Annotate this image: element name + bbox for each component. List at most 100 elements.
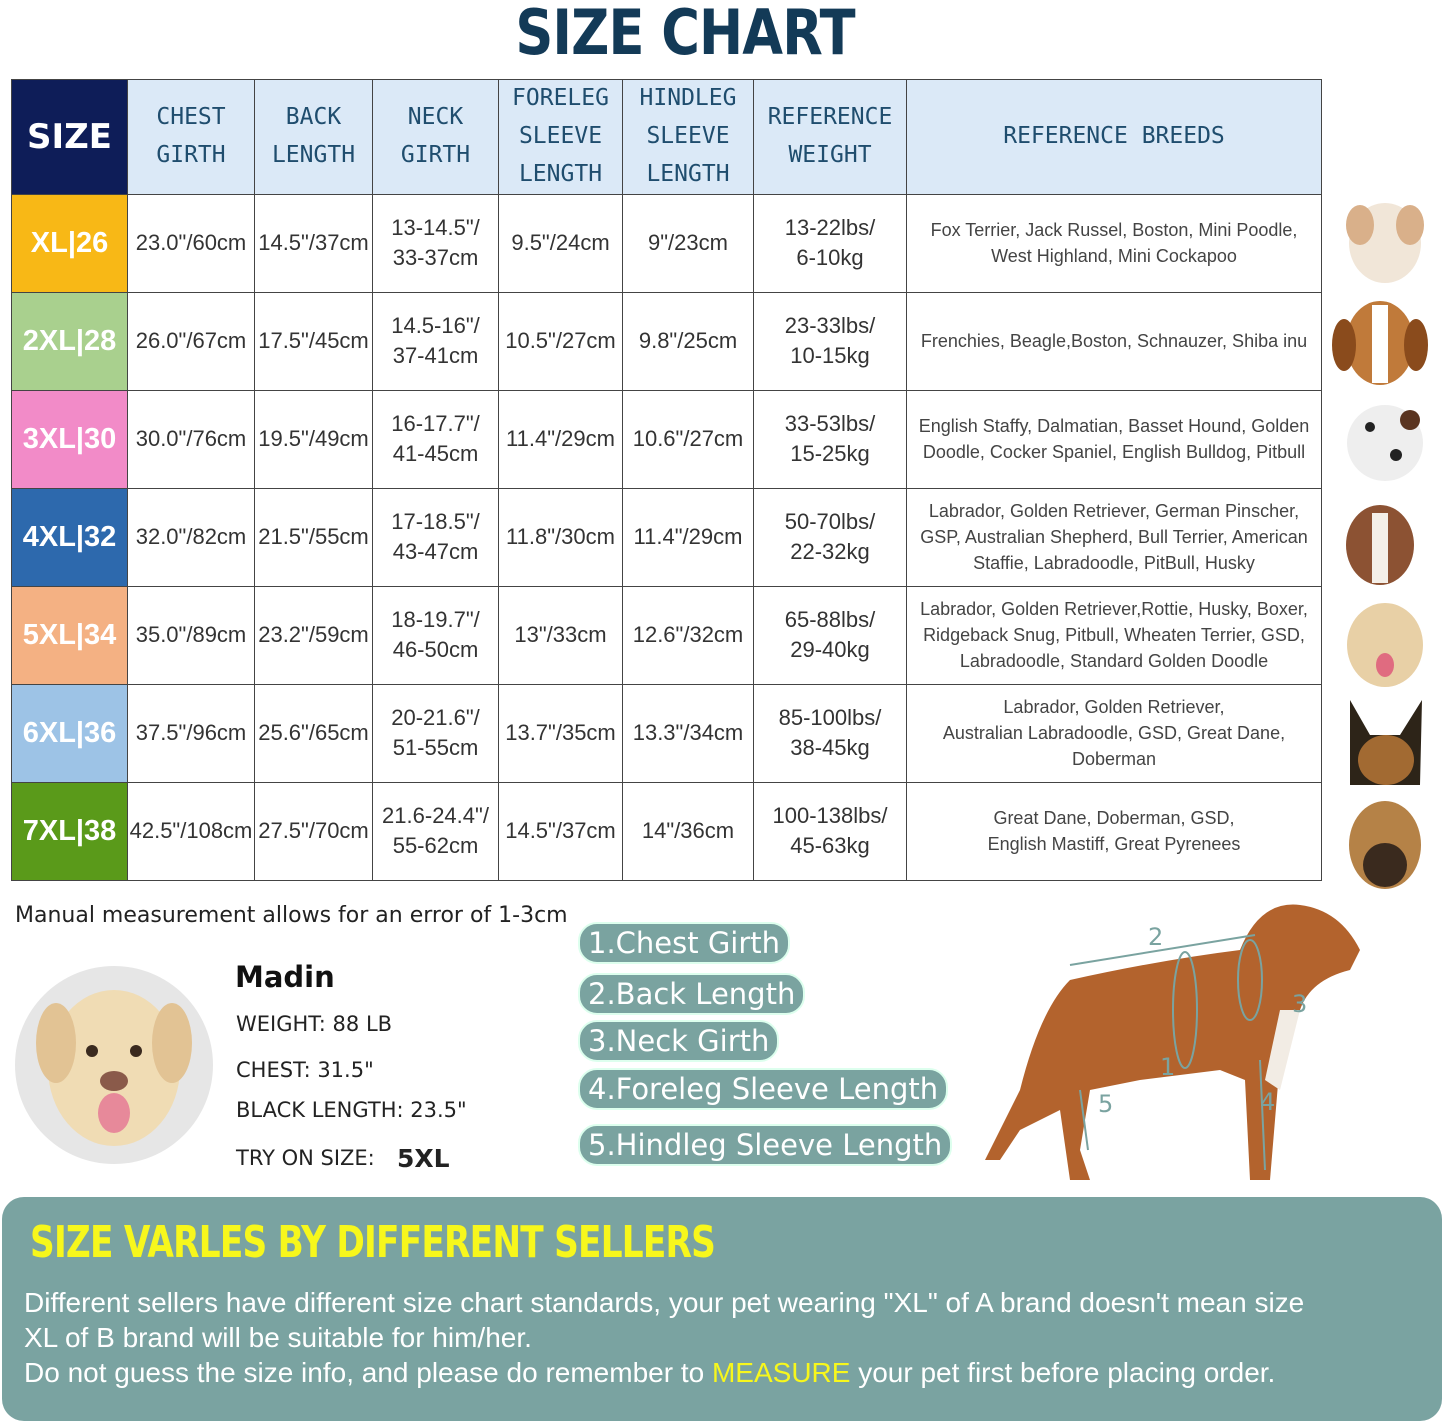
size-cell: 3XL|30 — [11, 389, 128, 489]
table-cell: 50-70lbs/ 22-32kg — [753, 487, 907, 587]
table-cell: 42.5"/108cm — [127, 781, 255, 881]
table-row: 5XL|34 35.0"/89cm 23.2"/59cm 18-19.7"/ 46-5… — [11, 585, 1322, 685]
table-row: XL|26 23.0"/60cm 14.5"/37cm 13-14.5"/ 33-37… — [11, 193, 1322, 293]
table-cell: 13.3"/34cm — [622, 683, 754, 783]
banner — [2, 1197, 1442, 1421]
example-name: Madin — [235, 960, 335, 994]
legend-item: 2.Back Length — [578, 973, 806, 1015]
size-cell: 4XL|32 — [11, 487, 128, 587]
table-cell: Labrador, Golden Retriever, German Pinsc… — [906, 487, 1322, 587]
table-cell: Labrador, Golden Retriever, Australian L… — [906, 683, 1322, 783]
banner-text-3: your pet first before placing order. — [850, 1357, 1276, 1388]
legend-item: 4.Foreleg Sleeve Length — [578, 1068, 949, 1110]
example-chest: CHEST: 31.5" — [236, 1058, 374, 1082]
diagram-label: 3 — [1292, 990, 1307, 1018]
dog-face — [1346, 203, 1424, 283]
table-cell: 14.5-16"/ 37-41cm — [372, 291, 499, 391]
table-cell: 13-22lbs/ 6-10kg — [753, 193, 907, 293]
diagram-label: 5 — [1098, 1090, 1113, 1118]
header-cell: SIZE — [11, 79, 128, 195]
example-length: BLACK LENGTH: 23.5" — [236, 1098, 467, 1122]
table-cell: 32.0"/82cm — [127, 487, 255, 587]
size-cell: 2XL|28 — [11, 291, 128, 391]
dog-face — [1332, 301, 1428, 385]
table-cell: 14"/36cm — [622, 781, 754, 881]
table-cell: 11.4"/29cm — [498, 389, 623, 489]
header-cell: CHEST GIRTH — [127, 79, 255, 195]
table-cell: Frenchies, Beagle,Boston, Schnauzer, Shi… — [906, 291, 1322, 391]
dog-face — [1347, 603, 1423, 687]
table-cell: 65-88lbs/ 29-40kg — [753, 585, 907, 685]
table-row: 6XL|36 37.5"/96cm 25.6"/65cm 20-21.6"/ 51-5… — [11, 683, 1322, 783]
title: SIZE CHART — [515, 0, 855, 69]
table-cell: 9.5"/24cm — [498, 193, 623, 293]
table-row: 7XL|38 42.5"/108cm 27.5"/70cm 21.6-24.4"/ 5… — [11, 781, 1322, 881]
table-cell: 16-17.7"/ 41-45cm — [372, 389, 499, 489]
header-cell: HINDLEG SLEEVE LENGTH — [622, 79, 754, 195]
table-cell: 12.6"/32cm — [622, 585, 754, 685]
diagram-label: 2 — [1148, 923, 1163, 951]
header-row: SIZE CHEST GIRTH BACK LENGTH NECK GIRTH FORE… — [11, 79, 1322, 195]
table-cell: 13-14.5"/ 33-37cm — [372, 193, 499, 293]
banner-title: SIZE VARLES BY DIFFERENT SELLERS — [30, 1217, 716, 1268]
dog-diagram: 1 2 3 4 5 — [985, 904, 1360, 1180]
table-cell: 10.6"/27cm — [622, 389, 754, 489]
dog-face — [1349, 801, 1421, 889]
banner-text-1: Different sellers have different size ch… — [24, 1287, 1305, 1353]
banner-text-2: Do not guess the size info, and please d… — [24, 1357, 712, 1388]
table-cell: 33-53lbs/ 15-25kg — [753, 389, 907, 489]
legend-item: 1.Chest Girth — [578, 922, 791, 964]
table-row: 2XL|28 26.0"/67cm 17.5"/45cm 14.5-16"/ 37-4… — [11, 291, 1322, 391]
size-cell: XL|26 — [11, 193, 128, 293]
table-cell: 100-138lbs/ 45-63kg — [753, 781, 907, 881]
example-weight: WEIGHT: 88 LB — [236, 1012, 393, 1036]
table-cell: 11.8"/30cm — [498, 487, 623, 587]
table-cell: 11.4"/29cm — [622, 487, 754, 587]
table-cell: English Staffy, Dalmatian, Basset Hound,… — [906, 389, 1322, 489]
dog-face — [1347, 405, 1423, 481]
table-cell: 9.8"/25cm — [622, 291, 754, 391]
table-cell: 23.0"/60cm — [127, 193, 255, 293]
header-cell: FORELEG SLEEVE LENGTH — [498, 79, 623, 195]
table-cell: 17-18.5"/ 43-47cm — [372, 487, 499, 587]
table-cell: 19.5"/49cm — [254, 389, 373, 489]
header-cell: REFERENCE WEIGHT — [753, 79, 907, 195]
size-cell: 5XL|34 — [11, 585, 128, 685]
size-table: SIZE CHEST GIRTH BACK LENGTH NECK GIRTH FORE… — [11, 79, 1322, 881]
table-cell: 14.5"/37cm — [498, 781, 623, 881]
table-cell: 85-100lbs/ 38-45kg — [753, 683, 907, 783]
table-row: 4XL|32 32.0"/82cm 21.5"/55cm 17-18.5"/ 43-4… — [11, 487, 1322, 587]
table-cell: 30.0"/76cm — [127, 389, 255, 489]
table-cell: Fox Terrier, Jack Russel, Boston, Mini P… — [906, 193, 1322, 293]
table-cell: Great Dane, Doberman, GSD, English Masti… — [906, 781, 1322, 881]
table-cell: 35.0"/89cm — [127, 585, 255, 685]
banner-text: Different sellers have different size ch… — [24, 1285, 1444, 1390]
note: Manual measurement allows for an error o… — [15, 903, 568, 928]
header-cell: NECK GIRTH — [372, 79, 499, 195]
table-cell: 23-33lbs/ 10-15kg — [753, 291, 907, 391]
breed-photos — [1332, 203, 1428, 889]
header-cell: REFERENCE BREEDS — [906, 79, 1322, 195]
example-try-size: 5XL — [397, 1144, 450, 1173]
table-cell: 10.5"/27cm — [498, 291, 623, 391]
table-cell: 13.7"/35cm — [498, 683, 623, 783]
dog-face — [1350, 700, 1422, 785]
table-cell: 18-19.7"/ 46-50cm — [372, 585, 499, 685]
legend-item: 5.Hindleg Sleeve Length — [578, 1124, 953, 1166]
table-cell: 21.5"/55cm — [254, 487, 373, 587]
table-cell: 17.5"/45cm — [254, 291, 373, 391]
table-cell: 37.5"/96cm — [127, 683, 255, 783]
example-photo — [15, 966, 213, 1164]
header-cell: BACK LENGTH — [254, 79, 373, 195]
table-cell: 23.2"/59cm — [254, 585, 373, 685]
table-cell: 26.0"/67cm — [127, 291, 255, 391]
diagram-label: 4 — [1260, 1088, 1275, 1116]
table-cell: 14.5"/37cm — [254, 193, 373, 293]
diagram-label: 1 — [1160, 1053, 1175, 1081]
legend-item: 3.Neck Girth — [578, 1020, 780, 1062]
banner-highlight: MEASURE — [711, 1357, 851, 1388]
table-cell: 25.6"/65cm — [254, 683, 373, 783]
example-try-label: TRY ON SIZE: — [236, 1146, 375, 1170]
table-cell: 20-21.6"/ 51-55cm — [372, 683, 499, 783]
